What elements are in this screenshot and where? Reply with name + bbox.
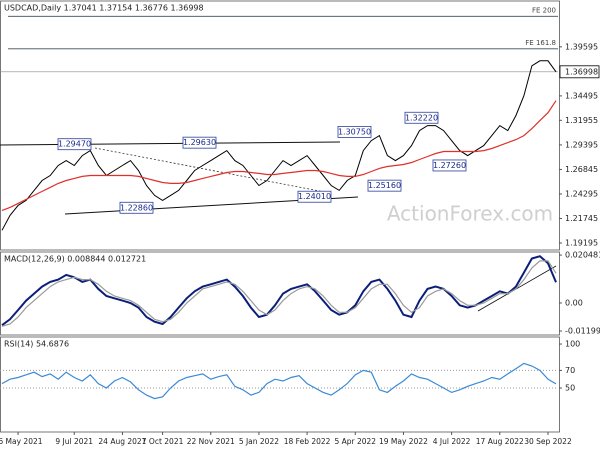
y-tick-label: 100	[565, 340, 580, 349]
price-annotation: 1.30750	[338, 127, 371, 136]
x-tick-label: 19 May 2022	[379, 437, 428, 446]
series-line	[1, 100, 557, 211]
current-price-label: 1.36998	[565, 67, 598, 76]
price-annotation: 1.24010	[298, 192, 331, 201]
x-tick-label: 26 May 2021	[0, 437, 43, 446]
series-line	[1, 60, 557, 231]
price-annotation: 1.22860	[120, 203, 153, 212]
y-tick-label: 1.39595	[565, 42, 598, 51]
price-annotation-box	[119, 201, 154, 214]
panel-frame	[0, 336, 560, 433]
fib-label: FE 200	[532, 6, 556, 14]
y-tick-label: 50	[565, 384, 575, 393]
x-tick-label: 5 Jan 2022	[239, 437, 279, 446]
y-tick-label: 1.34495	[565, 91, 598, 100]
x-tick-label: 30 Sep 2022	[524, 437, 572, 446]
panel-frame	[0, 0, 560, 251]
panel-title: RSI(14) 54.6876	[4, 340, 69, 349]
y-tick-label: 1.21745	[565, 214, 598, 223]
price-annotation-box	[297, 190, 332, 203]
price-annotation-box	[57, 138, 92, 151]
price-annotation-box	[432, 159, 467, 172]
y-tick-label: 70	[565, 366, 575, 375]
price-annotation: 1.32220	[405, 113, 438, 122]
x-tick-label: 22 Nov 2021	[187, 437, 235, 446]
y-tick-label: 0.00	[565, 298, 583, 307]
price-annotation: 1.29470	[58, 140, 91, 149]
current-price-box	[559, 65, 600, 79]
y-tick-label: 1.24295	[565, 189, 598, 198]
price-annotation-box	[337, 125, 372, 138]
price-annotation-box	[367, 179, 402, 192]
y-tick-label: 0.020481	[565, 251, 600, 260]
price-annotation: 1.29630	[183, 138, 216, 147]
x-tick-label: 17 Aug 2022	[476, 437, 524, 446]
panel-frame	[0, 251, 560, 336]
series-line	[1, 362, 557, 400]
series-line	[1, 260, 557, 327]
x-tick-label: 18 Feb 2022	[284, 437, 331, 446]
y-tick-label: -0.011993	[565, 327, 600, 336]
price-annotation-box	[182, 136, 217, 149]
price-annotation-box	[404, 111, 439, 124]
price-annotation: 1.25160	[368, 181, 401, 190]
fib-label: FE 161.8	[525, 39, 556, 47]
y-tick-label: 1.31955	[565, 116, 598, 125]
y-tick-label: 1.26845	[565, 165, 598, 174]
price-annotation: 1.27260	[433, 161, 466, 170]
x-tick-label: 7 Oct 2021	[142, 437, 184, 446]
watermark: ActionForex.com	[387, 202, 553, 226]
x-tick-label: 9 Jul 2021	[55, 437, 93, 446]
series-line	[1, 255, 557, 327]
x-tick-label: 4 Jul 2022	[433, 437, 471, 446]
y-tick-label: 1.29395	[565, 140, 598, 149]
trendline	[0, 141, 341, 146]
y-tick-label: 1.19195	[565, 239, 598, 248]
panel-title: USDCAD,Daily 1.37041 1.37154 1.36776 1.3…	[4, 4, 204, 13]
x-tick-label: 24 Aug 2021	[98, 437, 146, 446]
panel-title: MACD(12,26,9) 0.008844 0.012721	[4, 255, 146, 264]
x-tick-label: 5 Apr 2022	[334, 437, 376, 446]
